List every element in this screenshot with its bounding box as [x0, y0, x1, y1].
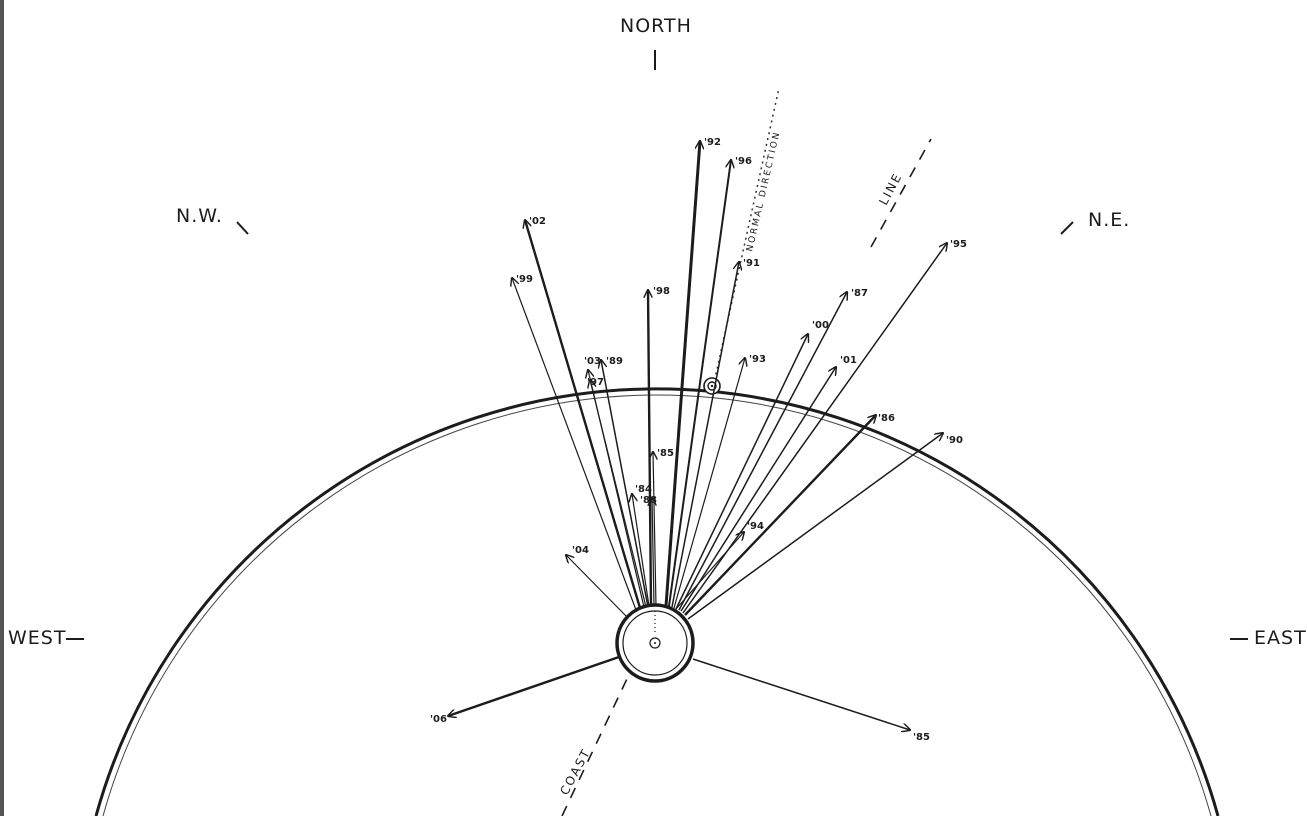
- year-label: '87: [851, 288, 868, 299]
- ne-tick: [1060, 221, 1074, 235]
- year-label: '96: [735, 156, 752, 167]
- year-label: '06: [430, 714, 447, 725]
- wind-arrow: [525, 220, 642, 609]
- year-label: '95: [950, 239, 967, 250]
- north-label: NORTH: [620, 15, 692, 37]
- wind-arrow: [566, 555, 629, 619]
- wind-arrows: [448, 141, 947, 730]
- wind-arrow: [590, 380, 647, 608]
- year-label: '84: [635, 484, 652, 495]
- wind-arrow: [682, 243, 947, 614]
- year-label: '97: [587, 377, 604, 388]
- wind-arrow: [678, 292, 847, 611]
- normal-direction-label: NORMAL DIRECTION: [745, 130, 783, 253]
- year-label: '86: [878, 413, 895, 424]
- compass-inner-arc: [102, 394, 1212, 816]
- center-hub-small-circle: [649, 637, 661, 649]
- wind-arrow: [692, 658, 910, 730]
- northeast-label: N.E.: [1088, 209, 1130, 231]
- year-label: '03: [584, 356, 601, 367]
- nw-tick: [236, 221, 249, 235]
- northwest-label: N.W.: [176, 205, 223, 227]
- line-label: LINE: [876, 170, 905, 207]
- coast-label: COAST: [557, 746, 593, 797]
- year-label: '93: [749, 354, 766, 365]
- year-labels: '92 '96 '02 '91 '99 '98 '87 '95 '00 '03 '97'89 '93 '…: [430, 137, 967, 743]
- wind-arrow: [680, 367, 836, 612]
- wind-arrow: [671, 262, 739, 608]
- year-label: '90: [946, 435, 963, 446]
- normal-direction-marker-inner: [707, 381, 717, 391]
- year-label: '89: [606, 356, 623, 367]
- center-hub-dot: [654, 642, 656, 644]
- year-label: '85: [657, 448, 674, 459]
- wind-arrow: [448, 655, 620, 716]
- year-label: '98: [653, 286, 670, 297]
- west-label: WEST: [8, 627, 66, 649]
- wind-arrow: [512, 278, 637, 611]
- east-label: EAST: [1254, 627, 1307, 649]
- wind-arrow: [653, 452, 656, 607]
- year-label: '04: [572, 545, 589, 556]
- year-label: '99: [516, 274, 533, 285]
- wind-arrow: [673, 358, 745, 609]
- wind-arrow: [648, 290, 651, 607]
- year-label: '01: [840, 355, 857, 366]
- year-label: '91: [743, 258, 760, 269]
- year-label: '02: [529, 216, 546, 227]
- wind-arrow: [687, 433, 943, 620]
- year-label: '88: [640, 495, 657, 506]
- compass-outer-arc: [94, 387, 1220, 816]
- wind-arrow: [675, 532, 744, 610]
- year-label: '00: [812, 320, 829, 331]
- wind-arrow: [675, 334, 808, 610]
- wind-arrow: [652, 498, 654, 607]
- wind-arrow: [664, 141, 700, 607]
- wind-arrow: [632, 494, 650, 607]
- wind-arrow: [601, 360, 649, 608]
- page-edge-shadow: [0, 0, 4, 816]
- normal-direction-marker-center: [710, 384, 714, 388]
- wind-arrow: [668, 160, 731, 607]
- year-label: '92: [704, 137, 721, 148]
- year-label: '94: [747, 521, 764, 532]
- dashed-line: [870, 138, 932, 248]
- normal-direction-line: [711, 87, 780, 393]
- wind-arrow: [684, 415, 876, 616]
- year-label: '85: [913, 732, 930, 743]
